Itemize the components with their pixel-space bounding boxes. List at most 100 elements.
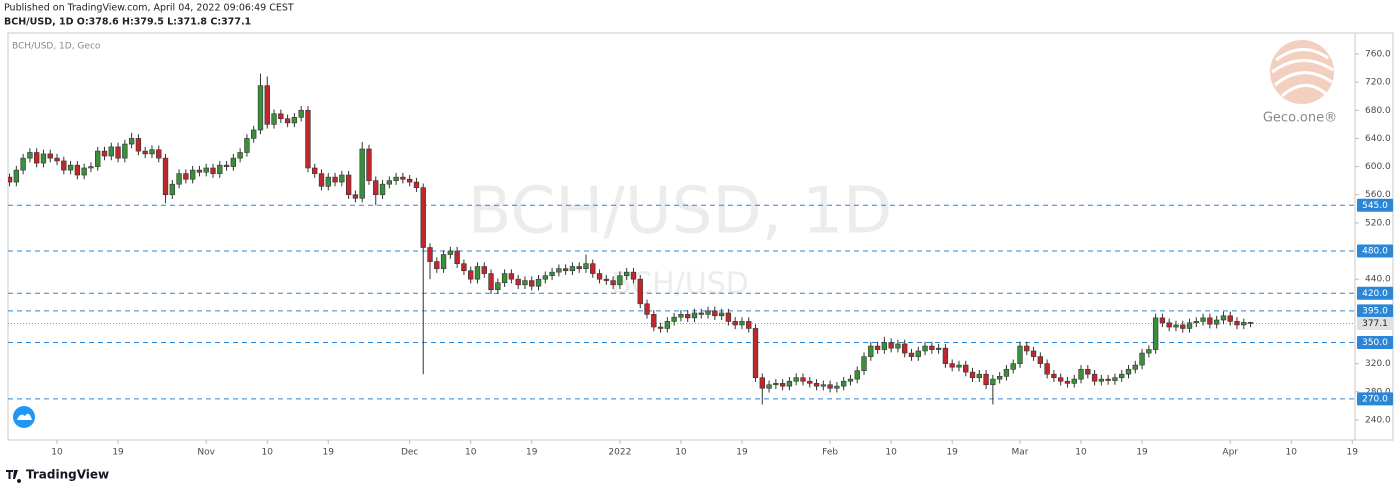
candle-body (108, 146, 114, 157)
candle-body (8, 176, 13, 183)
candle-body (1119, 373, 1125, 379)
candle-body (1098, 378, 1105, 382)
candle-body (671, 316, 677, 322)
candle-body (902, 343, 908, 354)
candle-body (95, 150, 101, 167)
x-tick-label: Nov (197, 448, 215, 458)
x-tick-label: 10 (262, 448, 274, 458)
candle-body (718, 312, 725, 317)
y-tick-label: 560.0 (1365, 190, 1391, 200)
candle-body (1173, 324, 1179, 328)
candle-body (284, 118, 291, 124)
candle-body (779, 383, 786, 387)
candle-body (746, 321, 752, 329)
candle-body (468, 270, 474, 280)
y-tick-label: 600.0 (1365, 162, 1391, 172)
candle-body (996, 376, 1003, 380)
candle-body (74, 164, 81, 176)
candle-body (237, 152, 243, 159)
candle-body (305, 109, 311, 169)
candle-body (874, 345, 881, 350)
candle-body (278, 113, 284, 120)
chart-legend: BCH/USD, 1D, Geco (12, 42, 101, 52)
candle-body (88, 166, 94, 169)
candle-body (915, 350, 921, 357)
candle-body (1213, 319, 1220, 325)
candle-body (1193, 321, 1199, 324)
x-tick-label: 19 (1347, 448, 1359, 458)
candle-body (115, 146, 121, 159)
watermark-small: BCH/USD (611, 267, 749, 302)
candle-body (522, 280, 528, 286)
level-tag (1357, 336, 1393, 350)
candle-body (488, 273, 494, 291)
axes: 760.0 720.0 680.0 640.0 600.0 560.0 520.0 440.0… (51, 49, 1393, 458)
level-tag (1357, 304, 1393, 318)
plot-area (8, 73, 1355, 405)
candle-body (529, 280, 535, 287)
candle-body (657, 326, 664, 329)
level-label: 420.0 (1362, 289, 1388, 299)
level-label: 270.0 (1362, 394, 1388, 404)
candle-body (590, 263, 596, 274)
candle-body (440, 254, 447, 269)
candle-body (142, 150, 148, 155)
candle-body (596, 273, 603, 280)
candle-body (935, 347, 942, 350)
candle-body (1132, 364, 1138, 370)
candle-body (81, 167, 87, 176)
watermark: BCH/USD, 1D (468, 175, 893, 249)
candle-body (474, 266, 481, 280)
candle-body (556, 268, 562, 273)
candle-body (847, 378, 854, 382)
candle-body (149, 149, 155, 155)
candle-body (637, 278, 643, 305)
candle-body (1010, 363, 1016, 370)
candle-body (434, 261, 440, 269)
candle-body (210, 167, 216, 174)
x-tick-label: 19 (526, 448, 538, 458)
candle-body (712, 310, 718, 317)
candle-body (610, 280, 616, 286)
candle-body (1071, 378, 1077, 384)
candle-body (800, 377, 806, 382)
level-tag (1357, 198, 1393, 212)
candle-body (454, 250, 460, 265)
candle-body (949, 363, 955, 368)
y-tick-label: 520.0 (1365, 218, 1391, 228)
candle-body (562, 268, 569, 272)
x-tick-label: 19 (736, 448, 748, 458)
candle-body (990, 378, 996, 386)
published-note: Published on TradingView.com, April 04, … (4, 3, 294, 14)
candle-body (318, 173, 325, 187)
x-tick-label: 19 (112, 448, 124, 458)
y-tick-label: 320.0 (1365, 359, 1391, 369)
x-tick-label: 10 (465, 448, 477, 458)
candle-body (447, 250, 454, 255)
candle-body (393, 176, 399, 181)
candle-body (230, 157, 237, 167)
candle-body (752, 328, 759, 379)
candle-body (583, 263, 589, 269)
candle-body (1234, 321, 1240, 326)
level-label: 545.0 (1362, 201, 1388, 211)
candle-body (339, 174, 345, 183)
candle-body (373, 180, 379, 196)
candle-body (67, 164, 74, 171)
x-tick-label: Apr (1222, 448, 1238, 458)
candle-body (1146, 349, 1152, 354)
candle-body (929, 345, 935, 350)
candle-body (881, 342, 888, 350)
candle-body (1241, 322, 1247, 326)
candle-body (332, 176, 338, 183)
candle-body (786, 380, 793, 387)
candle-body (834, 385, 840, 389)
candle-body (705, 310, 711, 315)
candle-body (1166, 322, 1172, 328)
candle-body (1200, 317, 1206, 322)
candle-body (576, 266, 582, 269)
candle-body (841, 380, 847, 387)
candle-body (1139, 352, 1145, 366)
x-tick-label: 10 (51, 448, 63, 458)
candle-body (976, 373, 982, 379)
